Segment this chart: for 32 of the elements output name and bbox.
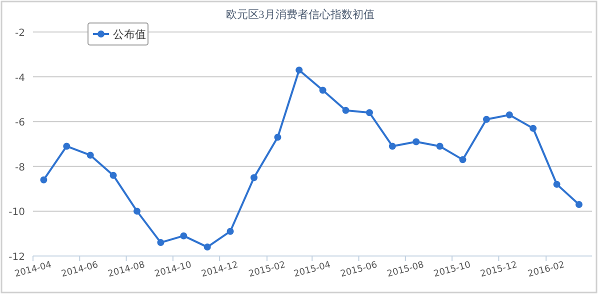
point [366, 109, 373, 116]
point [226, 228, 234, 235]
y-tick-label: -8 [15, 162, 25, 174]
point [342, 106, 350, 114]
point [40, 176, 48, 184]
point [180, 232, 188, 240]
point [506, 111, 513, 118]
point [157, 239, 164, 246]
y-tick-label: -6 [15, 118, 25, 129]
y-tick-label: -2 [15, 28, 25, 39]
point [134, 208, 140, 215]
point [204, 244, 211, 251]
point [436, 142, 444, 150]
point [388, 142, 396, 150]
chart-title: 欧元区3月消费者信心指数初值 [226, 8, 374, 21]
point [110, 172, 117, 179]
y-tick-label: -12 [8, 252, 25, 263]
point [274, 134, 282, 141]
point [482, 116, 490, 123]
point [576, 200, 582, 208]
y-tick-label: -4 [15, 72, 25, 84]
point [250, 174, 258, 182]
y-tick-label: -10 [8, 207, 25, 218]
legend-label: 公布值 [113, 29, 146, 41]
point [459, 156, 466, 164]
point [86, 152, 94, 159]
point [296, 66, 303, 74]
point [319, 86, 326, 94]
point [553, 180, 560, 188]
point [63, 142, 70, 150]
point [412, 138, 420, 146]
point [530, 124, 537, 132]
